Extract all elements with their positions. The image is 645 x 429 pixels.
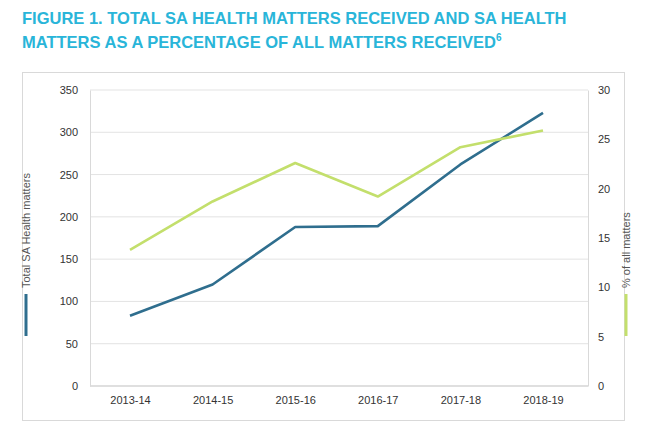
legend-swatch xyxy=(25,294,28,336)
axis-line xyxy=(90,91,91,387)
tick: 2016-17 xyxy=(358,386,398,406)
tick-label: 20 xyxy=(598,183,610,195)
title-footnote: 6 xyxy=(496,32,502,43)
axis-title-group: Total SA Health matters xyxy=(20,173,32,336)
tick: 250 xyxy=(60,169,90,181)
axis-line xyxy=(131,386,544,387)
tick: 15 xyxy=(588,232,610,244)
tick-label: 2015-16 xyxy=(276,394,316,406)
tick-label: 2018-19 xyxy=(523,394,563,406)
lines xyxy=(130,113,543,316)
tick-label: 100 xyxy=(60,295,78,307)
legend-swatch xyxy=(625,294,628,336)
tick-label: 150 xyxy=(60,253,78,265)
tick-label: 2016-17 xyxy=(358,394,398,406)
tick: 0 xyxy=(588,380,604,392)
tick: 50 xyxy=(66,338,90,350)
tick: 20 xyxy=(588,183,610,195)
tick: 150 xyxy=(60,253,90,265)
tick-label: 2013-14 xyxy=(110,394,150,406)
tick-label: 0 xyxy=(598,380,604,392)
y-axis: 0 50 100 150 200 250 300 350 xyxy=(60,84,91,392)
tick: 30 xyxy=(588,84,610,96)
tick: 2015-16 xyxy=(276,386,316,406)
title: FIGURE 1. TOTAL SA HEALTH MATTERS RECEIV… xyxy=(22,9,567,51)
y2-axis: 0 5 10 15 20 25 30 xyxy=(588,84,610,392)
tick: 300 xyxy=(60,126,90,138)
tick-label: 5 xyxy=(598,331,604,343)
tick-label: 10 xyxy=(598,281,610,293)
tick: 25 xyxy=(588,133,610,145)
grid-line xyxy=(90,90,588,91)
tick: 350 xyxy=(60,84,90,96)
tick: 200 xyxy=(60,211,90,223)
grid-line xyxy=(90,343,588,344)
grid-line xyxy=(90,216,588,217)
tick-label: 250 xyxy=(60,169,78,181)
axis-title-group: % of all matters xyxy=(620,212,632,336)
tick-label: 25 xyxy=(598,133,610,145)
y-axis-title: Total SA Health matters xyxy=(20,173,32,288)
tick-label: 2017-18 xyxy=(441,394,481,406)
tick-label: 2014-15 xyxy=(193,394,233,406)
y2-axis-title: % of all matters xyxy=(620,212,632,288)
series-line xyxy=(130,130,543,249)
tick: 2013-14 xyxy=(110,386,150,406)
tick-label: 15 xyxy=(598,232,610,244)
tick-label: 50 xyxy=(66,338,78,350)
tick-label: 200 xyxy=(60,211,78,223)
grid-line xyxy=(90,174,588,175)
tick: 2018-19 xyxy=(523,386,563,406)
chart: FIGURE 1. TOTAL SA HEALTH MATTERS RECEIV… xyxy=(0,0,645,429)
grid-line xyxy=(90,259,588,260)
axis-line xyxy=(588,91,589,387)
tick-label: 0 xyxy=(72,380,78,392)
tick: 2014-15 xyxy=(193,386,233,406)
title-line: FIGURE 1. TOTAL SA HEALTH MATTERS RECEIV… xyxy=(22,9,567,27)
tick: 100 xyxy=(60,295,90,307)
tick: 5 xyxy=(588,331,604,343)
grid xyxy=(90,90,588,386)
x-axis: 2013-14 2014-15 2015-16 2016-17 2017-18 2018-… xyxy=(110,386,563,406)
grid-line xyxy=(90,386,588,387)
tick: 2017-18 xyxy=(441,386,481,406)
tick-label: 350 xyxy=(60,84,78,96)
title-line: MATTERS AS A PERCENTAGE OF ALL MATTERS R… xyxy=(22,33,496,51)
tick: 0 xyxy=(72,380,90,392)
chart-frame xyxy=(23,73,625,421)
tick-label: 30 xyxy=(598,84,610,96)
tick-label: 300 xyxy=(60,126,78,138)
tick: 10 xyxy=(588,281,610,293)
series-line xyxy=(130,113,543,316)
